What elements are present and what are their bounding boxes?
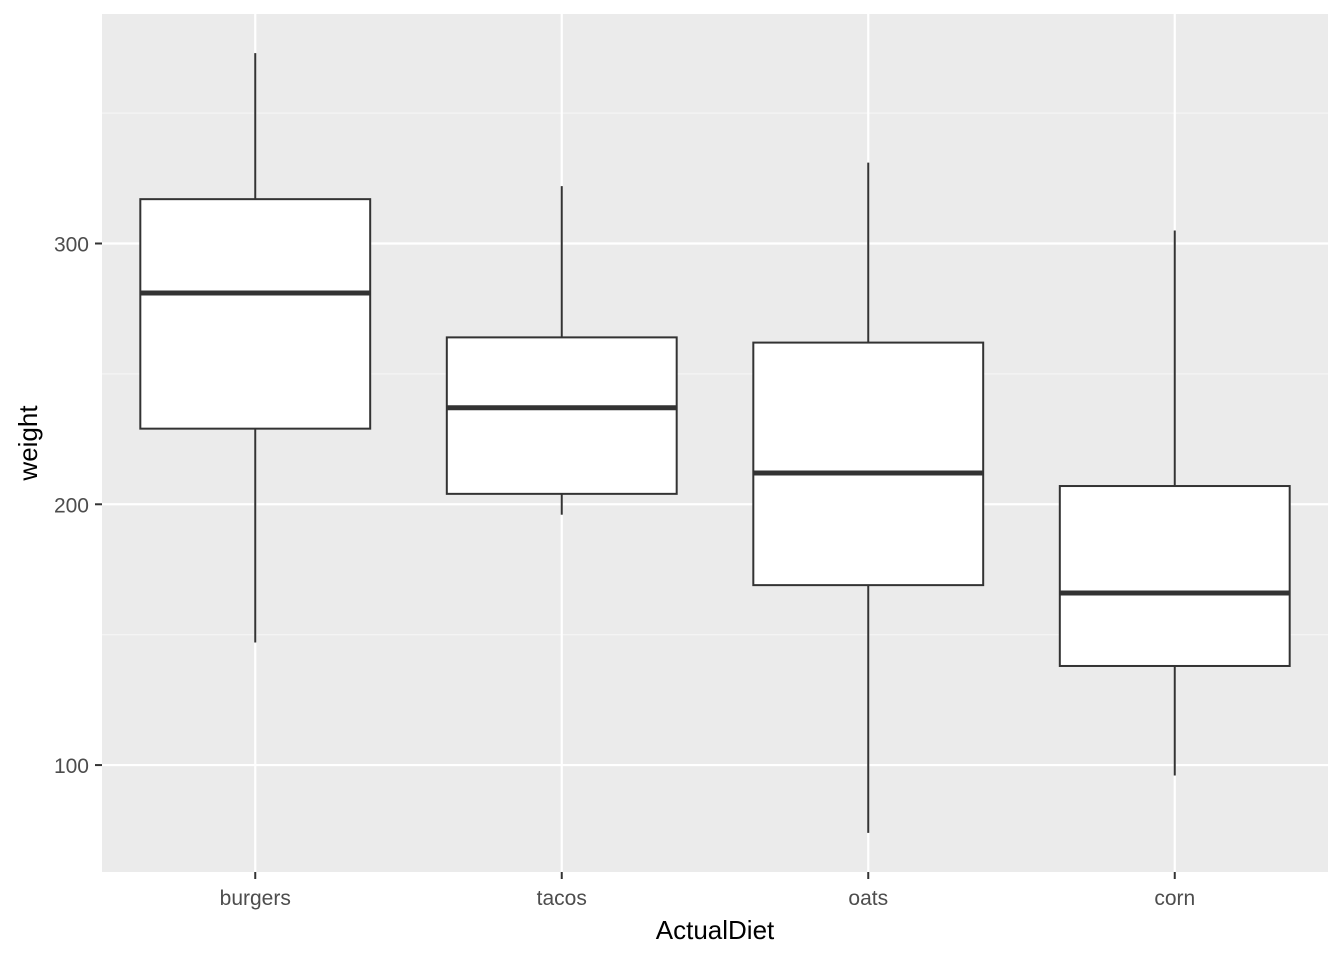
box-body	[752, 341, 985, 587]
x-tick-label: tacos	[537, 887, 587, 910]
box-corn	[1058, 230, 1291, 776]
y-axis-title: weight	[13, 405, 43, 482]
x-tick-label: oats	[848, 887, 888, 910]
box-burgers	[139, 53, 372, 643]
y-tick-label: 300	[54, 233, 89, 256]
plot-panel	[102, 14, 1328, 872]
box-body	[445, 336, 678, 495]
y-tick-label: 200	[54, 494, 89, 517]
y-tick-label: 100	[54, 755, 89, 778]
box-series	[139, 53, 1291, 833]
box-body	[139, 198, 372, 430]
x-axis: burgers tacos oats corn	[220, 872, 1195, 910]
x-axis-title: ActualDiet	[656, 915, 775, 945]
box-body	[1058, 485, 1291, 667]
box-tacos	[445, 186, 678, 515]
box-oats	[752, 162, 985, 833]
x-tick-label: corn	[1154, 887, 1195, 910]
y-axis: 100 200 300	[54, 233, 102, 778]
x-tick-label: burgers	[220, 887, 291, 910]
